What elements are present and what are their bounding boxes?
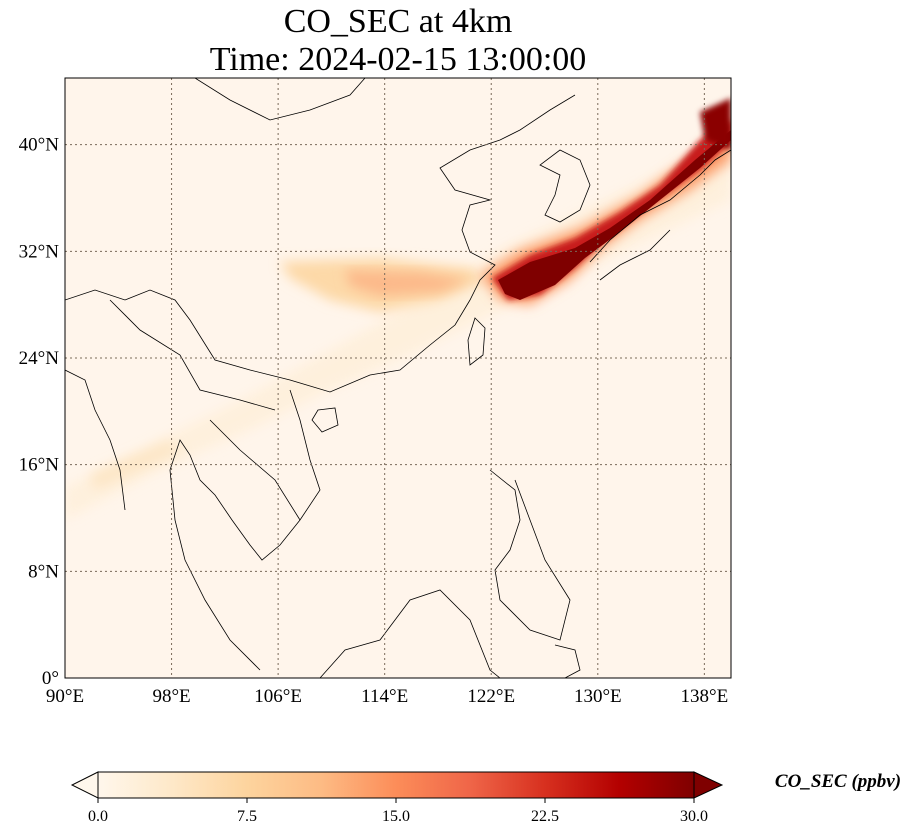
colorbar-tick-label: 30.0 [680,808,708,825]
colorbar-tick-label: 7.5 [237,808,257,825]
colorbar-tick-label: 0.0 [88,808,108,825]
lon-tick-label: 138°E [681,686,729,707]
colorbar-tick-label: 15.0 [382,808,410,825]
plume-japan-north [700,98,731,150]
lon-tick-label: 106°E [254,686,302,707]
lat-tick-label: 16°N [19,455,60,476]
lat-tick-label: 40°N [19,135,60,156]
plume-eastern-china-core [345,270,470,296]
coastline-taiwan [467,317,486,366]
map-background [65,78,731,678]
lat-tick-label: 0° [42,668,59,689]
coastline-china-mainland [65,94,576,393]
colorbar-bar [97,771,695,799]
colorbar-over-arrow [693,771,724,799]
colorbar-under-arrow [70,771,99,799]
coastline-japan [589,149,731,281]
coastline-sulawesi [554,644,581,678]
borders-southeast-asia [109,299,301,521]
lon-tick-label: 98°E [152,686,190,707]
lon-tick-label: 130°E [574,686,622,707]
coastline-philippines [489,469,571,641]
map-title-line2: Time: 2024-02-15 13:00:00 [209,41,587,78]
coastline-korea [539,149,591,223]
lon-tick-label: 122°E [467,686,515,707]
map-gridlines [65,78,731,678]
lat-tick-label: 8°N [28,561,59,582]
lat-tick-label: 32°N [19,241,60,262]
longitude-tick-labels: 90°E 98°E 106°E 114°E 122°E 130°E 138°E [46,686,728,707]
coastline-bay-of-bengal [65,369,126,511]
lon-tick-label: 90°E [46,686,84,707]
colorbar-label: CO_SEC (ppbv) [775,771,901,792]
coastline-indochina [169,389,321,671]
map-frame [64,77,732,679]
coastline-borneo [319,589,501,678]
plume-main-core [498,130,731,300]
colorbar: 0.0 7.5 15.0 22.5 30.0 CO_SEC (ppbv) [70,771,901,825]
border-mongolia [194,78,366,121]
colorbar-ticks: 0.0 7.5 15.0 22.5 30.0 [88,798,708,825]
colorbar-tick-label: 22.5 [531,808,559,825]
concentration-field [65,98,731,520]
map-title-line1: CO_SEC at 4km [283,3,513,40]
lon-tick-label: 114°E [361,686,408,707]
coastline-hainan [311,407,339,433]
latitude-tick-labels: 0° 8°N 16°N 24°N 32°N 40°N [19,135,60,689]
lat-tick-label: 24°N [19,348,60,369]
plume-main-mid [492,120,731,300]
coastlines [65,78,731,678]
